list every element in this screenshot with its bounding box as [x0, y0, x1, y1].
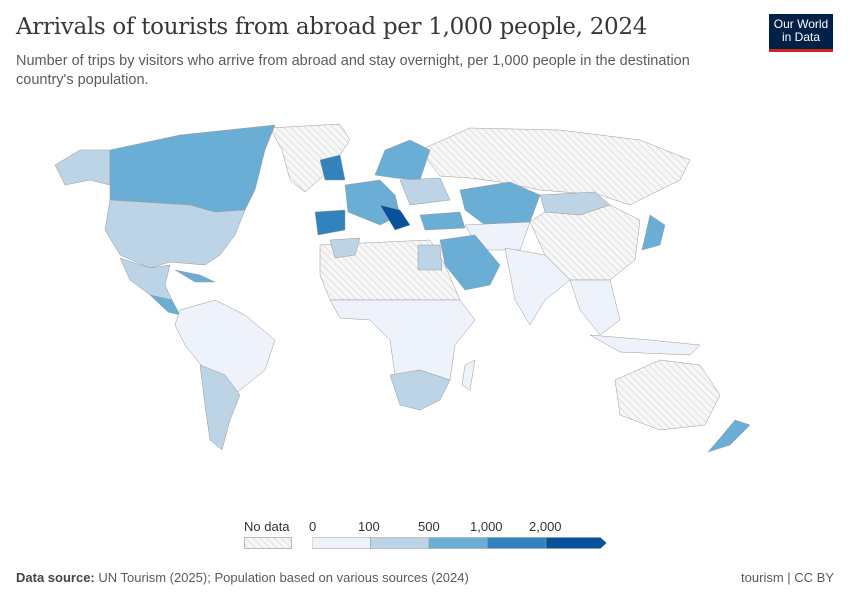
region-caribbean[interactable]: [174, 269, 216, 283]
region-turkey[interactable]: [419, 211, 466, 231]
region-iberia[interactable]: [314, 209, 346, 236]
region-southern-africa[interactable]: [389, 369, 451, 411]
region-australia[interactable]: [614, 359, 721, 431]
region-greenland[interactable]: [269, 123, 351, 193]
page-title: Arrivals of tourists from abroad per 1,0…: [16, 14, 648, 40]
region-scandinavia[interactable]: [374, 139, 431, 181]
region-morocco[interactable]: [329, 237, 361, 259]
region-alaska[interactable]: [54, 149, 111, 186]
legend-no-data-label: No data: [244, 519, 290, 534]
legend-bin[interactable]: [428, 537, 488, 549]
legend-bin[interactable]: [312, 537, 371, 549]
legend-color-scale: [312, 537, 607, 549]
data-source: Data source: UN Tourism (2025); Populati…: [16, 570, 469, 585]
legend-tick: 500: [418, 519, 440, 534]
region-japan[interactable]: [641, 214, 666, 251]
logo-line: in Data: [781, 30, 821, 44]
data-source-label: Data source:: [16, 570, 95, 585]
logo-line: Our World: [773, 17, 829, 31]
region-madagascar[interactable]: [461, 359, 476, 391]
region-south-america[interactable]: [174, 299, 276, 401]
region-kazakhstan[interactable]: [459, 181, 541, 226]
legend-bin[interactable]: [370, 537, 430, 549]
legend-bin[interactable]: [487, 537, 547, 549]
region-russia[interactable]: [419, 127, 691, 206]
legend-no-data-swatch: [244, 537, 292, 549]
region-new-zealand[interactable]: [707, 419, 751, 453]
legend-tick: 100: [358, 519, 380, 534]
region-india[interactable]: [504, 247, 571, 326]
region-southeast-asia[interactable]: [569, 279, 621, 336]
world-map[interactable]: [0, 110, 850, 510]
region-uk-ireland[interactable]: [319, 154, 346, 181]
license[interactable]: tourism | CC BY: [741, 570, 834, 585]
map-legend: No data 0 100 500 1,000 2,000: [0, 515, 850, 555]
region-egypt[interactable]: [417, 244, 443, 271]
legend-tick: 2,000: [529, 519, 562, 534]
region-mexico[interactable]: [119, 257, 173, 301]
region-eastern-europe[interactable]: [399, 177, 451, 206]
legend-tick: 0: [309, 519, 317, 534]
region-usa[interactable]: [104, 199, 246, 269]
region-canada[interactable]: [109, 124, 276, 213]
region-argentina-chile[interactable]: [199, 364, 241, 451]
data-source-text: UN Tourism (2025); Population based on v…: [98, 570, 469, 585]
region-indonesia[interactable]: [589, 334, 701, 356]
legend-tick: 1,000: [470, 519, 503, 534]
region-balkans[interactable]: [379, 204, 411, 231]
legend-bin[interactable]: [545, 537, 607, 549]
page-subtitle: Number of trips by visitors who arrive f…: [16, 53, 690, 88]
owid-logo[interactable]: Our World in Data: [769, 14, 833, 52]
region-subsaharan-africa[interactable]: [329, 299, 476, 381]
